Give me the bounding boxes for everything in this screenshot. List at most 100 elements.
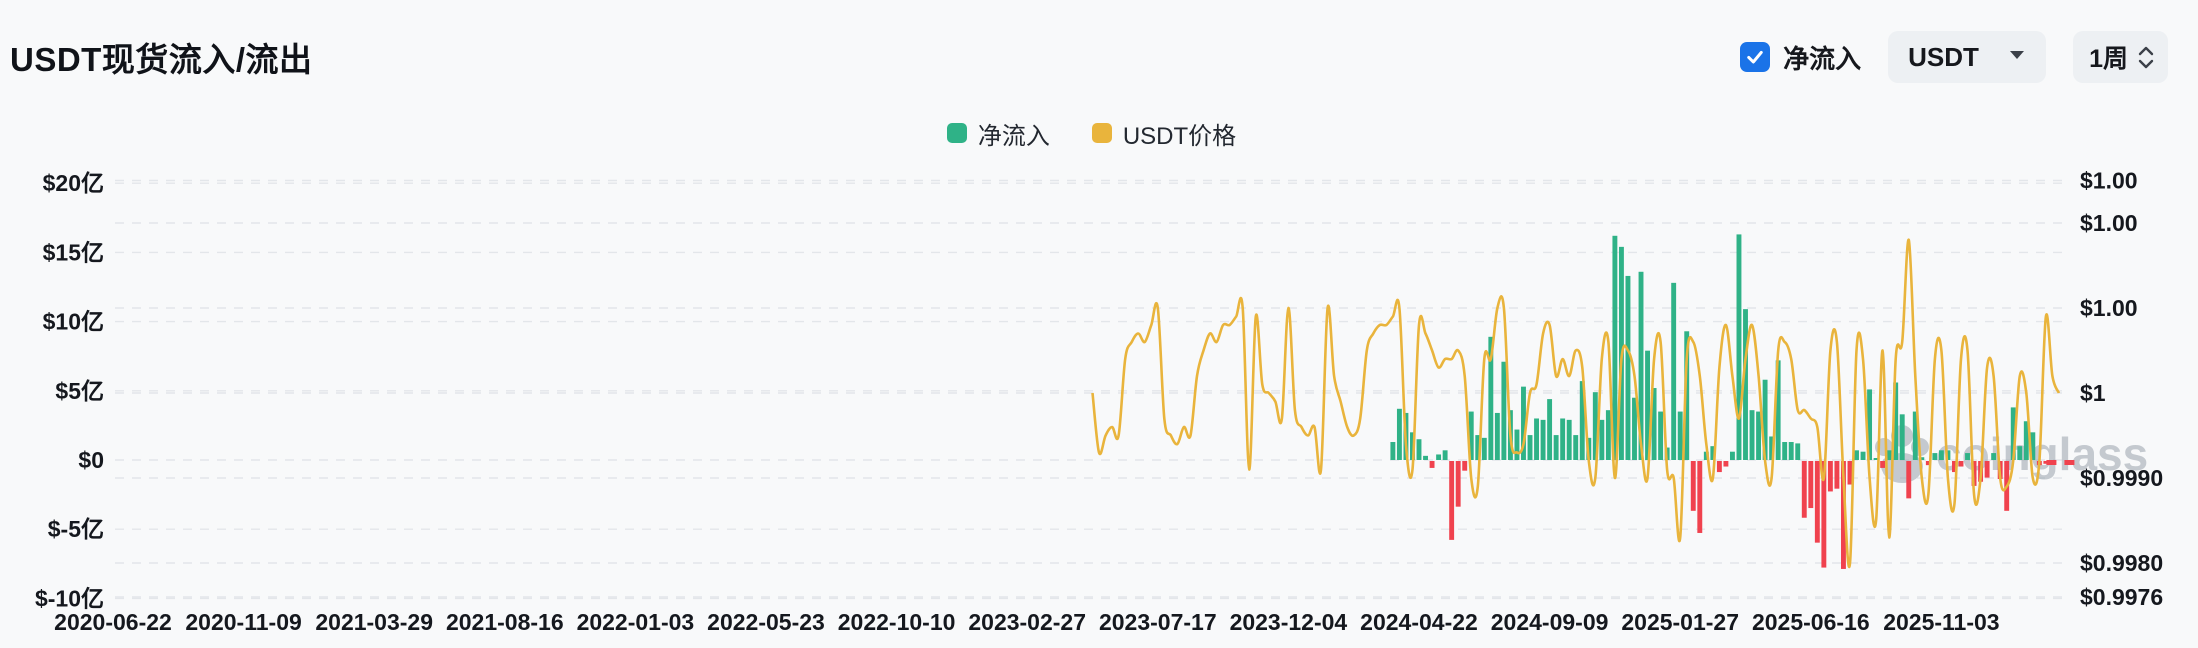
netflow-bar: [1814, 461, 1820, 543]
right-axis-tick: $1.00: [2080, 295, 2138, 321]
x-axis-tick: 2021-03-29: [315, 609, 433, 635]
right-axis-tick: $1.00: [2080, 168, 2138, 194]
netflow-bar: [1958, 461, 1964, 467]
x-axis-tick: 2023-07-17: [1099, 609, 1217, 635]
netflow-bar: [2030, 432, 2036, 460]
x-axis-tick: 2023-12-04: [1230, 609, 1348, 635]
right-axis-tick: $1.00: [2080, 210, 2138, 236]
netflow-bar: [1965, 453, 1970, 460]
netflow-bar: [1854, 450, 1859, 460]
x-axis-tick: 2021-08-16: [446, 609, 564, 635]
netflow-bar: [1775, 360, 1781, 460]
x-axis-tick: 2025-01-27: [1621, 609, 1739, 635]
check-icon: [1747, 50, 1763, 64]
netflow-bar: [1514, 429, 1520, 460]
netflow-checkbox-label: 净流入: [1783, 43, 1862, 74]
netflow-checkbox[interactable]: [1740, 42, 1771, 72]
gridlines: [115, 179, 2068, 600]
right-axis-tick: $1: [2080, 380, 2106, 406]
symbol-select[interactable]: USDT: [1888, 31, 2047, 83]
netflow-bar: [1573, 435, 1579, 460]
x-axis-labels: 2020-06-22 2020-11-09 2021-03-29 2021-08-16…: [54, 609, 1999, 635]
netflow-bar: [1677, 411, 1683, 460]
legend-item-price[interactable]: USDT价格: [1091, 116, 1237, 151]
netflow-bar: [1801, 461, 1807, 518]
x-axis-tick: 2020-11-09: [185, 609, 301, 635]
netflow-bar: [1769, 436, 1775, 460]
x-axis-tick: 2025-06-16: [1752, 609, 1870, 635]
chevron-up-down-icon[interactable]: [2138, 46, 2154, 69]
legend-label-netflow: 净流入: [977, 122, 1050, 150]
legend-label-price: USDT价格: [1122, 122, 1237, 150]
netflow-bar: [1671, 282, 1677, 460]
netflow-bar: [1501, 361, 1507, 460]
netflow-bar: [1925, 461, 1931, 466]
netflow-bar: [1625, 275, 1631, 460]
netflow-bar: [1932, 453, 1938, 460]
interval-stepper[interactable]: 1周: [2073, 31, 2168, 83]
netflow-bar: [1599, 419, 1605, 460]
left-axis-tick: $5亿: [55, 378, 104, 404]
price-line[interactable]: [1091, 238, 2061, 568]
netflow-swatch: [946, 123, 967, 143]
netflow-bars[interactable]: [1390, 234, 2077, 569]
netflow-bar: [1658, 411, 1664, 460]
netflow-bar: [1743, 309, 1748, 460]
left-axis-tick: $-5亿: [48, 516, 104, 542]
netflow-bar: [1651, 388, 1657, 460]
netflow-bar: [1808, 461, 1814, 509]
left-axis-tick: $0: [78, 447, 104, 473]
x-axis-tick: 2023-02-27: [968, 609, 1086, 635]
netflow-bar: [1521, 386, 1526, 460]
left-axis-tick: $10亿: [43, 309, 104, 335]
chart-controls: 净流入 USDT 1周: [1740, 31, 2168, 83]
netflow-bar: [1449, 461, 1455, 540]
symbol-select-value: USDT: [1908, 41, 1979, 72]
netflow-bar: [1919, 457, 1925, 460]
netflow-bar: [1612, 235, 1618, 460]
netflow-bar: [1893, 382, 1899, 460]
netflow-bar: [1442, 450, 1448, 460]
netflow-bar: [1710, 446, 1716, 460]
netflow-bar: [2017, 446, 2023, 460]
price-swatch: [1091, 123, 1112, 143]
netflow-bar: [1455, 461, 1461, 507]
netflow-bar: [1991, 453, 1997, 460]
netflow-bar: [1429, 461, 1435, 468]
netflow-bar: [1736, 234, 1742, 460]
netflow-bar: [1723, 461, 1729, 467]
x-axis-tick: 2020-06-22: [54, 609, 172, 635]
right-axis-tick: $0.9980: [2080, 550, 2163, 576]
netflow-bar: [1534, 418, 1539, 460]
netflow-bar: [1462, 461, 1468, 471]
netflow-bar: [1697, 461, 1703, 533]
x-axis-tick: 2022-05-23: [707, 609, 825, 635]
netflow-bar: [1886, 450, 1892, 460]
netflow-bar: [1756, 411, 1762, 460]
netflow-bar: [1481, 437, 1487, 460]
page-title: USDT现货流入/流出: [10, 41, 313, 78]
netflow-bar: [1547, 399, 1553, 460]
netflow-bar: [1684, 331, 1690, 460]
netflow-bar: [1729, 451, 1735, 460]
netflow-bar: [1795, 443, 1801, 460]
netflow-bar: [1527, 435, 1533, 460]
x-axis-tick: 2024-09-09: [1491, 609, 1609, 635]
legend-item-netflow[interactable]: 净流入: [946, 116, 1050, 151]
netflow-bar: [1475, 435, 1481, 460]
netflow-toggle[interactable]: 净流入: [1740, 39, 1861, 76]
x-axis-tick: 2022-01-03: [577, 609, 695, 635]
netflow-bar: [2043, 461, 2049, 464]
netflow-bar: [1841, 461, 1846, 569]
netflow-bar: [1749, 410, 1755, 460]
netflow-bar: [1690, 461, 1696, 511]
netflow-bar: [1703, 451, 1709, 460]
netflow-bar: [1788, 442, 1794, 460]
netflow-bar: [1899, 414, 1905, 460]
right-axis-tick: $0.9990: [2080, 465, 2163, 491]
netflow-bar: [1390, 442, 1396, 460]
netflow-bar: [1906, 461, 1912, 499]
netflow-bar: [1867, 389, 1873, 460]
netflow-bar: [1638, 271, 1644, 460]
